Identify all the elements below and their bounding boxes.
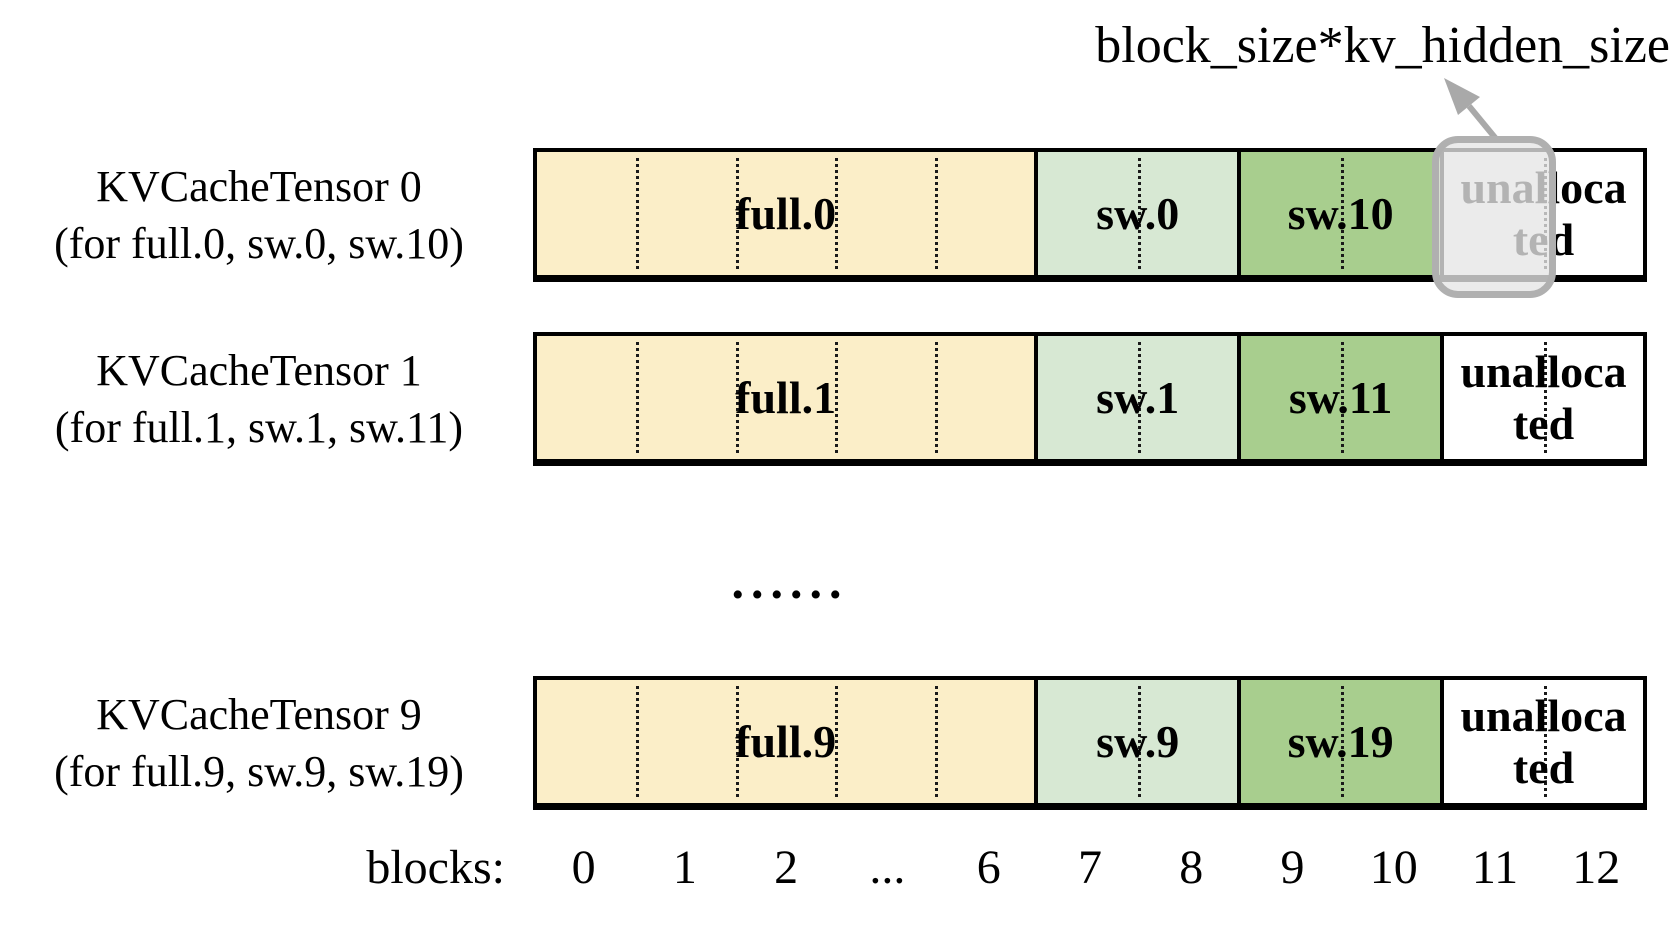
- tensor-subtitle: (for full.0, sw.0, sw.10): [54, 219, 464, 268]
- block-divider: [1340, 342, 1344, 453]
- block-divider: [1137, 686, 1141, 797]
- row-label-tensor-1: KVCacheTensor 1 (for full.1, sw.1, sw.11…: [10, 332, 508, 466]
- tensor-title: KVCacheTensor 0: [96, 161, 422, 211]
- segment-label: sw.10: [1287, 187, 1394, 239]
- segment-label: sw.11: [1288, 371, 1393, 423]
- block-divider: [735, 158, 739, 269]
- block-divider: [1340, 158, 1344, 269]
- segment-sw-odd: sw.19: [1237, 680, 1441, 803]
- block-divider: [934, 158, 938, 269]
- block-index: 8: [1179, 841, 1204, 894]
- block-divider: [735, 342, 739, 453]
- block-index: 0: [571, 841, 596, 894]
- block-divider: [1137, 342, 1141, 453]
- block-index: 11: [1471, 841, 1519, 894]
- block-size-annotation: block_size*kv_hidden_size: [1095, 17, 1670, 74]
- block-divider: [1340, 686, 1344, 797]
- segment-label: full.1: [735, 371, 837, 423]
- block-divider: [1137, 158, 1141, 269]
- block-divider: [1543, 342, 1547, 453]
- block-divider: [835, 686, 839, 797]
- block-index: 7: [1077, 841, 1102, 894]
- segment-sw-even: sw.0: [1034, 152, 1238, 275]
- segment-label: sw.19: [1287, 715, 1394, 767]
- tensor-bar-9: full.9 sw.9 sw.19 unalloca ted: [533, 676, 1647, 810]
- block-index: 6: [976, 841, 1001, 894]
- row-label-tensor-0: KVCacheTensor 0 (for full.0, sw.0, sw.10…: [10, 148, 508, 282]
- block-divider: [934, 342, 938, 453]
- arrow-head-icon: [1444, 78, 1480, 115]
- segment-full: full.9: [537, 680, 1035, 803]
- block-divider: [1543, 686, 1547, 797]
- segment-unallocated: unalloca ted: [1440, 680, 1643, 803]
- segment-full: full.1: [537, 336, 1035, 459]
- block-divider: [835, 158, 839, 269]
- block-divider: [636, 158, 640, 269]
- segment-label: full.9: [735, 715, 837, 767]
- rows-ellipsis: ......: [731, 553, 849, 609]
- arrow-shaft: [1466, 104, 1500, 142]
- block-index: ...: [869, 841, 906, 894]
- block-index: 9: [1280, 841, 1305, 894]
- segment-label: full.0: [735, 187, 837, 239]
- block-size-highlight: [1432, 136, 1556, 298]
- blocks-axis-label: blocks:: [366, 841, 505, 894]
- block-index: 2: [774, 841, 799, 894]
- block-index: 12: [1572, 841, 1621, 894]
- block-divider: [735, 686, 739, 797]
- segment-sw-even: sw.9: [1034, 680, 1238, 803]
- segment-label: sw.9: [1096, 715, 1180, 767]
- segment-sw-odd: sw.11: [1237, 336, 1441, 459]
- tensor-title: KVCacheTensor 9: [96, 689, 422, 739]
- segment-label: unalloca ted: [1460, 689, 1627, 793]
- block-divider: [835, 342, 839, 453]
- segment-unallocated: unalloca ted: [1440, 336, 1643, 459]
- tensor-title: KVCacheTensor 1: [96, 345, 422, 395]
- block-divider: [636, 686, 640, 797]
- block-divider: [934, 686, 938, 797]
- block-index: 10: [1369, 841, 1418, 894]
- segment-label: sw.0: [1096, 187, 1180, 239]
- segment-sw-even: sw.1: [1034, 336, 1238, 459]
- segment-label: sw.1: [1096, 371, 1180, 423]
- row-label-tensor-9: KVCacheTensor 9 (for full.9, sw.9, sw.19…: [10, 676, 508, 810]
- segment-full: full.0: [537, 152, 1035, 275]
- blocks-axis-ticks: 0 1 2 ... 6 7 8 9 10 11 12: [533, 840, 1647, 895]
- segment-sw-odd: sw.10: [1237, 152, 1441, 275]
- block-divider: [636, 342, 640, 453]
- tensor-bar-1: full.1 sw.1 sw.11 unalloca ted: [533, 332, 1647, 466]
- tensor-subtitle: (for full.9, sw.9, sw.19): [54, 747, 464, 796]
- block-index: 1: [672, 841, 697, 894]
- segment-label: unalloca ted: [1460, 345, 1627, 449]
- tensor-subtitle: (for full.1, sw.1, sw.11): [54, 403, 464, 452]
